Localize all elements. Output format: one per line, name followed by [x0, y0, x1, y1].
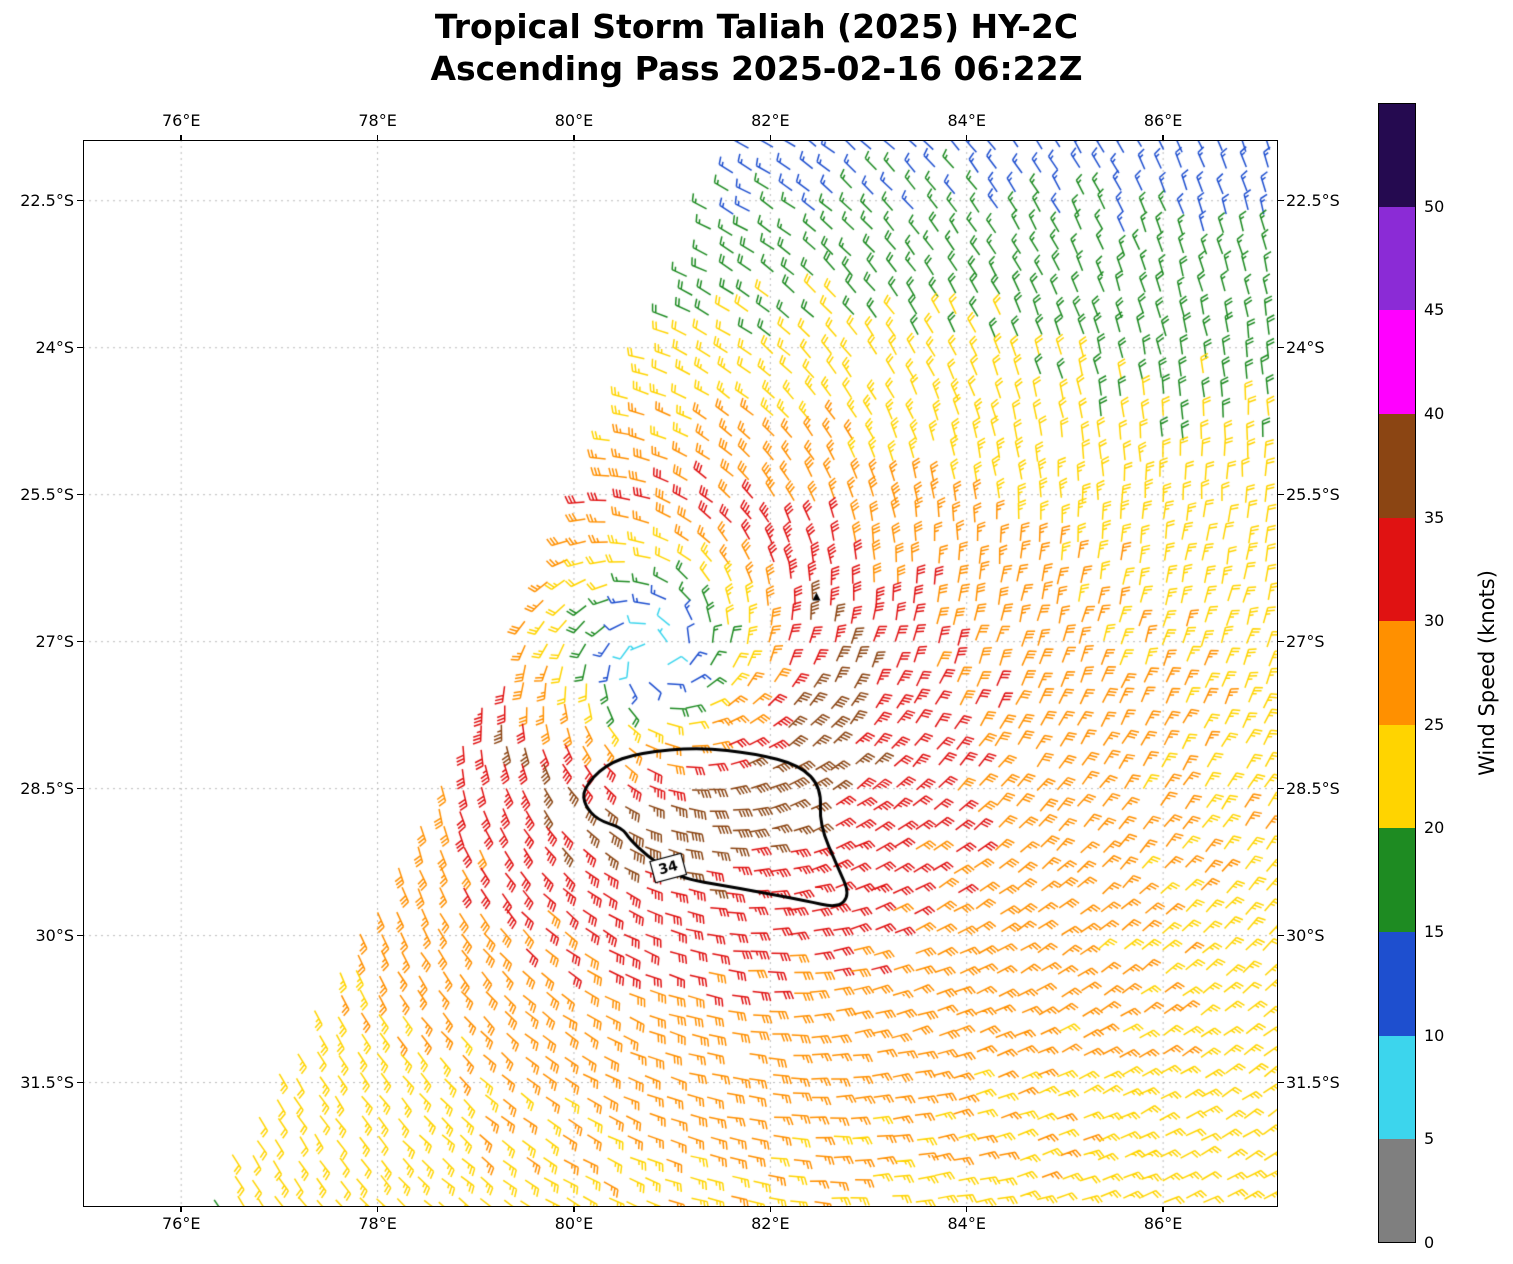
y-tick-label-right: 24°S [1286, 337, 1325, 357]
colorbar-tick-label: 30 [1424, 611, 1445, 631]
x-tick-label-top: 82°E [751, 111, 790, 130]
x-tick-mark [573, 1207, 575, 1212]
y-tick-label-left: 31.5°S [20, 1072, 74, 1092]
y-tick-label-left: 30°S [35, 925, 74, 945]
colorbar-tick-label: 40 [1424, 403, 1445, 423]
colorbar-tick-label: 35 [1424, 507, 1445, 527]
y-tick-label-left: 22.5°S [20, 190, 74, 210]
x-tick-label-bottom: 86°E [1143, 1214, 1183, 1233]
y-tick-mark [1278, 934, 1284, 937]
y-tick-label-left: 24°S [35, 337, 74, 357]
x-tick-mark [376, 1207, 379, 1212]
x-tick-mark [1162, 135, 1164, 140]
x-tick-label-bottom: 84°E [947, 1214, 986, 1233]
x-tick-label-top: 76°E [161, 111, 201, 130]
y-tick-mark [1278, 1081, 1284, 1084]
x-tick-mark [965, 135, 968, 140]
y-tick-mark [1278, 640, 1284, 643]
x-tick-label-bottom: 78°E [358, 1214, 397, 1233]
colorbar-segment [1378, 724, 1416, 829]
y-tick-mark [77, 346, 83, 349]
y-tick-label-left: 27°S [35, 631, 74, 651]
x-tick-mark [573, 135, 575, 140]
colorbar-tick-label: 50 [1424, 196, 1445, 216]
y-tick-mark [77, 199, 83, 202]
colorbar-segment [1378, 206, 1416, 311]
x-tick-mark [376, 135, 379, 140]
x-tick-label-top: 84°E [947, 111, 986, 130]
colorbar-tick-label: 25 [1424, 714, 1445, 734]
y-tick-label-right: 30°S [1286, 925, 1325, 945]
colorbar-segment [1378, 413, 1416, 518]
y-tick-label-left: 28.5°S [20, 778, 74, 798]
colorbar-segment [1378, 932, 1416, 1036]
colorbar-segment [1378, 103, 1416, 207]
wind-barb-map [83, 140, 1278, 1207]
chart-title: Tropical Storm Taliah (2025) HY-2C Ascen… [0, 6, 1513, 90]
colorbar-tick-label: 20 [1424, 818, 1445, 838]
y-tick-mark [77, 640, 83, 643]
colorbar-segment [1378, 517, 1416, 622]
x-tick-label-top: 86°E [1143, 111, 1183, 130]
y-tick-label-right: 22.5°S [1286, 190, 1340, 210]
colorbar-segment [1378, 1139, 1416, 1244]
y-tick-label-right: 31.5°S [1286, 1072, 1340, 1092]
y-tick-label-right: 27°S [1286, 631, 1325, 651]
y-tick-mark [1278, 199, 1284, 202]
x-tick-mark [180, 1207, 182, 1212]
y-tick-mark [77, 1081, 83, 1084]
x-tick-mark [1162, 1207, 1164, 1212]
colorbar-tick-label: 5 [1424, 1129, 1435, 1149]
colorbar-tick-label: 0 [1424, 1233, 1435, 1252]
x-tick-label-top: 80°E [554, 111, 594, 130]
colorbar-segment [1378, 310, 1416, 414]
colorbar-tick-label: 15 [1424, 922, 1445, 942]
y-tick-label-right: 28.5°S [1286, 778, 1340, 798]
x-tick-mark [965, 1207, 968, 1212]
x-tick-mark [180, 135, 182, 140]
x-tick-label-bottom: 82°E [751, 1214, 790, 1233]
y-tick-mark [77, 493, 83, 496]
chart-title-line2: Ascending Pass 2025-02-16 06:22Z [430, 49, 1083, 89]
colorbar-label: Wind Speed (knots) [1475, 570, 1499, 776]
colorbar-tick-label: 10 [1424, 1025, 1445, 1045]
colorbar-segment [1378, 828, 1416, 933]
colorbar-tick-label: 45 [1424, 300, 1445, 320]
y-tick-label-right: 25.5°S [1286, 484, 1340, 504]
x-tick-mark [769, 1207, 772, 1212]
x-tick-label-bottom: 80°E [554, 1214, 594, 1233]
x-tick-label-bottom: 76°E [161, 1214, 201, 1233]
y-tick-mark [1278, 787, 1284, 790]
y-tick-mark [1278, 346, 1284, 349]
x-tick-mark [769, 135, 772, 140]
y-tick-mark [1278, 493, 1284, 496]
chart-title-line1: Tropical Storm Taliah (2025) HY-2C [434, 7, 1079, 46]
y-tick-mark [77, 934, 83, 937]
colorbar-segment [1378, 621, 1416, 725]
colorbar-segment [1378, 1035, 1416, 1140]
colorbar [1378, 103, 1416, 1244]
y-tick-mark [77, 787, 83, 790]
x-tick-label-top: 78°E [358, 111, 397, 130]
y-tick-label-left: 25.5°S [20, 484, 74, 504]
